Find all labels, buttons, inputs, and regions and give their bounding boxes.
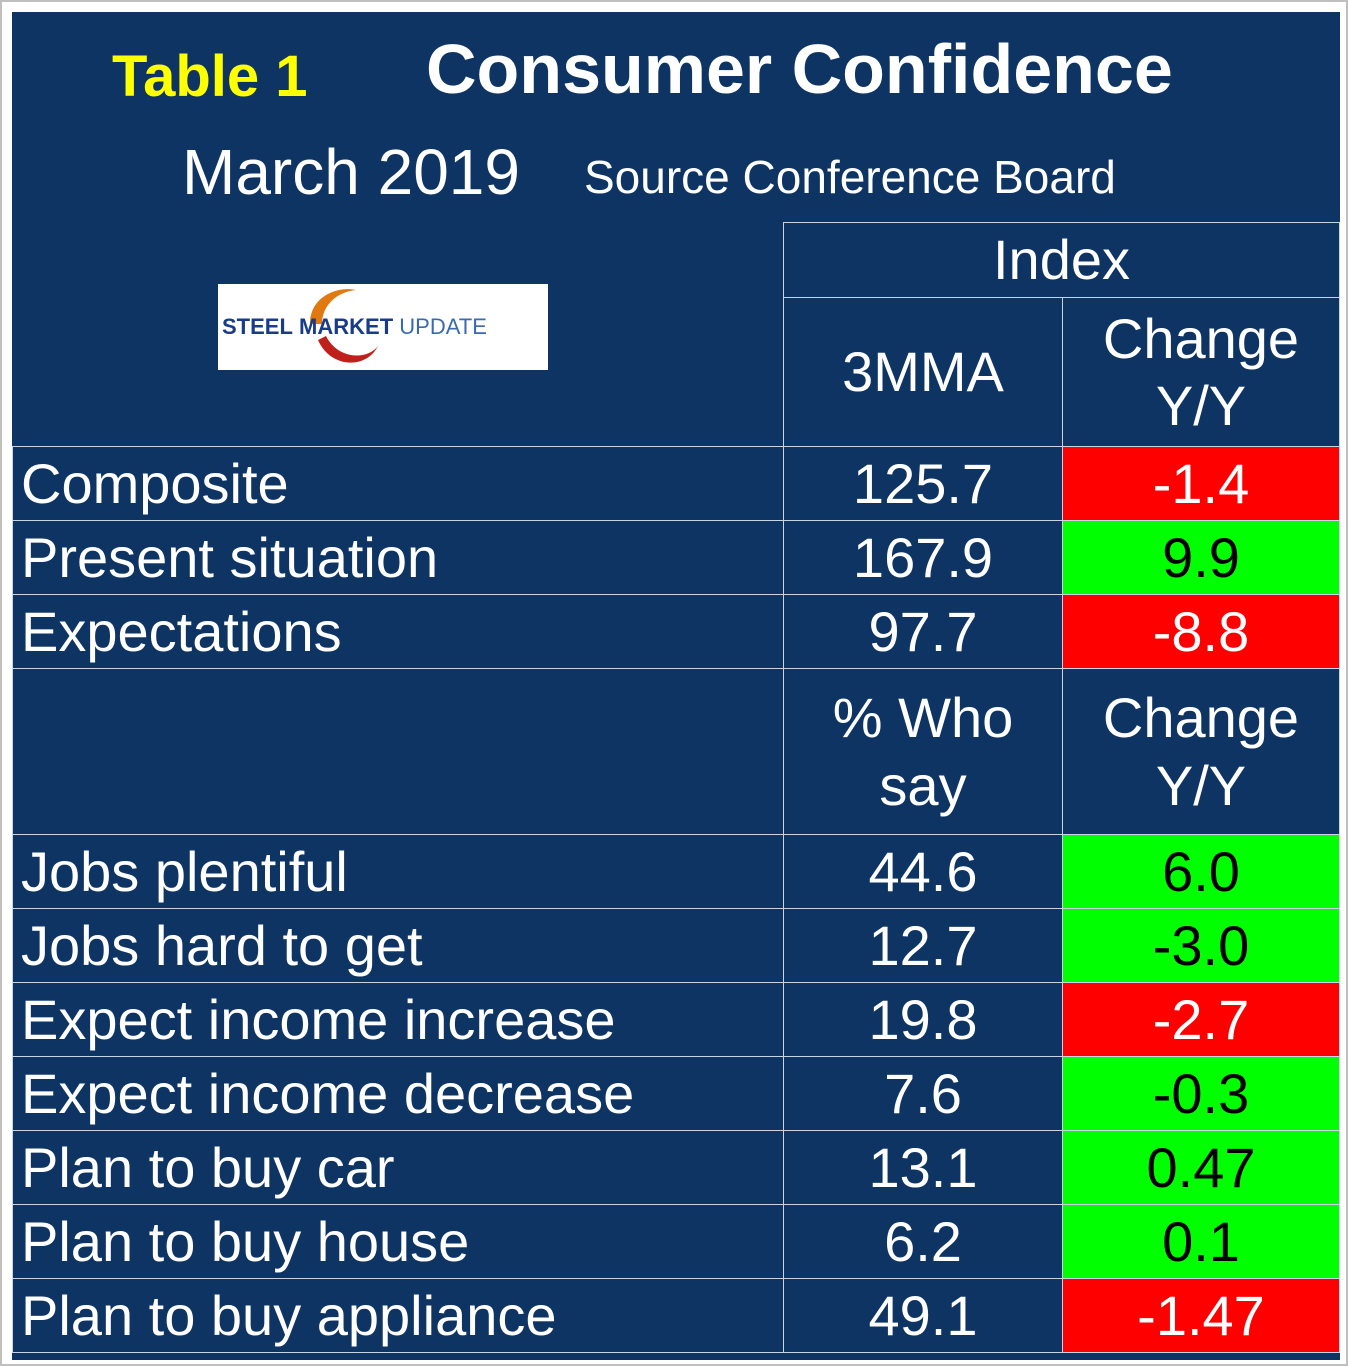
row-label: Present situation — [12, 520, 784, 595]
logo-word-market: MARKET — [299, 314, 394, 339]
row-value: 7.6 — [783, 1056, 1063, 1131]
row-change: -8.8 — [1062, 594, 1340, 669]
row-change: 0.1 — [1062, 1204, 1340, 1279]
header-change-2-line2: Y/Y — [1155, 753, 1247, 817]
steel-market-update-logo: STEEL MARKET UPDATE — [218, 284, 548, 370]
table-number-label: Table 1 — [112, 44, 308, 109]
source-note: Source Conference Board — [584, 151, 1116, 203]
table-row: Composite 125.7 -1.4 — [12, 446, 1340, 521]
row-value: 19.8 — [783, 982, 1063, 1057]
row-value: 125.7 — [783, 446, 1063, 521]
row-label: Jobs plentiful — [12, 834, 784, 909]
logo-word-steel: STEEL — [222, 314, 293, 339]
table-row: Plan to buy house 6.2 0.1 — [12, 1204, 1340, 1279]
header-change-2-line1: Change — [1102, 686, 1300, 750]
row-value: 6.2 — [783, 1204, 1063, 1279]
row-label: Plan to buy appliance — [12, 1278, 784, 1353]
row-change: 9.9 — [1062, 520, 1340, 595]
row-change: 0.47 — [1062, 1130, 1340, 1205]
report-date: March 2019 — [182, 136, 520, 208]
row-change: -1.4 — [1062, 446, 1340, 521]
index-rows: Composite 125.7 -1.4 Present situation 167.9… — [12, 446, 1340, 669]
table-row: Present situation 167.9 9.9 — [12, 520, 1340, 595]
table-row: Expectations 97.7 -8.8 — [12, 594, 1340, 669]
header-change-line1: Change — [1102, 306, 1300, 370]
row-value: 97.7 — [783, 594, 1063, 669]
consumer-confidence-table-panel: Table 1 Consumer Confidence March 2019 S… — [12, 12, 1340, 1360]
row-change: -3.0 — [1062, 908, 1340, 983]
row-change: 6.0 — [1062, 834, 1340, 909]
row-label: Composite — [12, 446, 784, 521]
header-who-say-line1: % Who — [832, 686, 1014, 750]
table-row: Jobs hard to get 12.7 -3.0 — [12, 908, 1340, 983]
data-table: Index 3MMA Change Y/Y Composite 125.7 -1.4… — [12, 222, 1340, 1353]
header-who-say-line2: say — [879, 753, 967, 817]
row-change: -2.7 — [1062, 982, 1340, 1057]
row-label: Expect income decrease — [12, 1056, 784, 1131]
row-change: -1.47 — [1062, 1278, 1340, 1353]
row-value: 49.1 — [783, 1278, 1063, 1353]
section2-blank-header — [12, 668, 784, 835]
logo-swoosh-icon — [310, 289, 378, 363]
row-label: Plan to buy house — [12, 1204, 784, 1279]
row-value: 167.9 — [783, 520, 1063, 595]
row-label: Expect income increase — [12, 982, 784, 1057]
row-label: Plan to buy car — [12, 1130, 784, 1205]
table-title: Consumer Confidence — [426, 30, 1173, 108]
logo-wordmark: STEEL MARKET UPDATE — [222, 316, 548, 338]
row-change: -0.3 — [1062, 1056, 1340, 1131]
title-row: Table 1 Consumer Confidence — [12, 12, 1340, 132]
row-value: 13.1 — [783, 1130, 1063, 1205]
logo-word-update: UPDATE — [399, 314, 487, 339]
index-group-header: Index — [783, 222, 1340, 298]
row-value: 44.6 — [783, 834, 1063, 909]
table-row: Expect income decrease 7.6 -0.3 — [12, 1056, 1340, 1131]
header-change-line2: Y/Y — [1155, 374, 1247, 437]
table-row: Jobs plentiful 44.6 6.0 — [12, 834, 1340, 909]
survey-rows: Jobs plentiful 44.6 6.0 Jobs hard to get 12.… — [12, 834, 1340, 1353]
header-who-say: % Who say — [783, 668, 1063, 835]
header-change-yy: Change Y/Y — [1062, 297, 1340, 447]
table-row: Expect income increase 19.8 -2.7 — [12, 982, 1340, 1057]
header-change-yy-2: Change Y/Y — [1062, 668, 1340, 835]
row-value: 12.7 — [783, 908, 1063, 983]
table-row: Plan to buy car 13.1 0.47 — [12, 1130, 1340, 1205]
row-label: Jobs hard to get — [12, 908, 784, 983]
table-row: Plan to buy appliance 49.1 -1.47 — [12, 1278, 1340, 1353]
header-3mma: 3MMA — [783, 297, 1063, 447]
row-label: Expectations — [12, 594, 784, 669]
